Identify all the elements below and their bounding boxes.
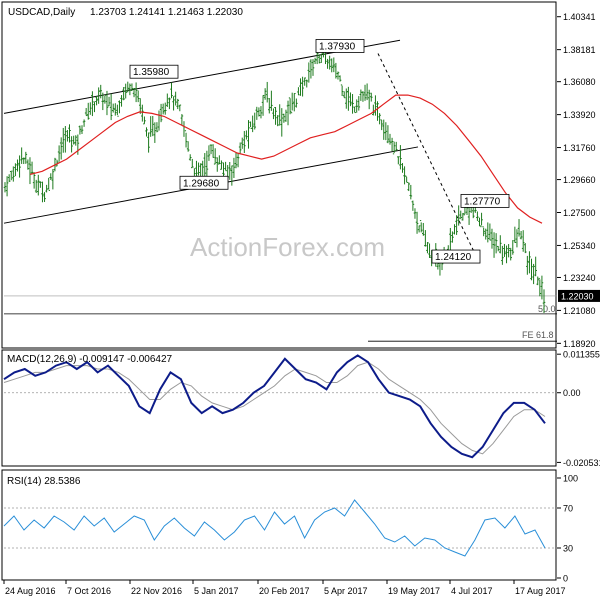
chart-ohlc: 1.23703 1.24141 1.21463 1.22030 [90, 7, 243, 18]
rsi-panel-frame [1, 469, 557, 581]
current-price-tag [558, 289, 600, 302]
x-tick-label: 20 Feb 2017 [259, 586, 310, 596]
rsi-tick-label: 0 [563, 574, 568, 584]
x-tick-label: 22 Nov 2016 [131, 586, 182, 596]
price-tick-label: 1.21080 [563, 306, 596, 316]
rsi-tick-label: 100 [563, 474, 578, 484]
moving-average-line [29, 94, 543, 224]
price-tick-label: 1.29660 [563, 175, 596, 185]
price-layer: 50.0 FE 61.8 1.35980 1.37930 1.29680 1.27770 1… [3, 39, 557, 342]
annotation-box [431, 249, 481, 264]
x-tick-label: 7 Oct 2016 [67, 586, 111, 596]
x-tick-label: 17 Aug 2017 [515, 586, 566, 596]
annotation-label: 1.29680 [183, 178, 220, 189]
rsi-line [3, 499, 546, 557]
chart-symbol: USDCAD,Daily [8, 7, 75, 18]
x-tick-label: 5 Apr 2017 [324, 586, 368, 596]
macd-panel-frame [1, 349, 557, 467]
rsi-tick-label: 30 [563, 544, 573, 554]
x-tick-label: 5 Jan 2017 [194, 586, 239, 596]
current-price-label: 1.22030 [561, 291, 594, 301]
annotation-label: 1.24120 [435, 252, 472, 263]
macd-line [3, 354, 546, 459]
macd-tick-label: 0.00 [563, 388, 581, 398]
price-tick-label: 1.25340 [563, 241, 596, 251]
annotation-box [129, 64, 179, 79]
price-tick-label: 1.18920 [563, 339, 596, 349]
price-tick-label: 1.31760 [563, 143, 596, 153]
price-tick-label: 1.38181 [563, 45, 596, 55]
macd-tick-label: -0.020531 [563, 458, 600, 468]
x-tick-label: 4 Jul 2017 [451, 586, 493, 596]
price-panel-frame [1, 1, 557, 349]
rsi-tick-label: 70 [563, 504, 573, 514]
price-tick-label: 1.23240 [563, 273, 596, 283]
macd-signal-line [3, 361, 546, 455]
axis-layer: 1.40341 1.38181 1.36080 1.33920 1.31760 1.296… [3, 12, 600, 596]
fib-50-label: 50.0 [538, 304, 556, 314]
price-tick-label: 1.40341 [563, 12, 596, 22]
annotation-label: 1.35980 [133, 67, 170, 78]
x-tick-label: 19 May 2017 [388, 586, 440, 596]
watermark: ActionForex.com [190, 232, 385, 262]
annotation-box [315, 39, 365, 53]
macd-tick-label: 0.011355 [563, 350, 600, 360]
price-tick-label: 1.33920 [563, 110, 596, 120]
annotation-box [179, 175, 229, 190]
trend-dashed-line [377, 53, 481, 265]
annotation-label: 1.37930 [319, 41, 356, 52]
x-tick-label: 24 Aug 2016 [5, 586, 56, 596]
macd-title: MACD(12,26,9) -0.009147 -0.006427 [7, 354, 173, 365]
rsi-layer [3, 499, 557, 557]
fe-618-label: FE 61.8 [522, 330, 554, 340]
price-tick-label: 1.36080 [563, 77, 596, 87]
annotation-box [460, 193, 510, 208]
macd-layer [3, 354, 557, 459]
annotation-label: 1.27770 [464, 196, 501, 207]
rsi-title: RSI(14) 28.5386 [7, 476, 81, 487]
price-tick-label: 1.27500 [563, 208, 596, 218]
